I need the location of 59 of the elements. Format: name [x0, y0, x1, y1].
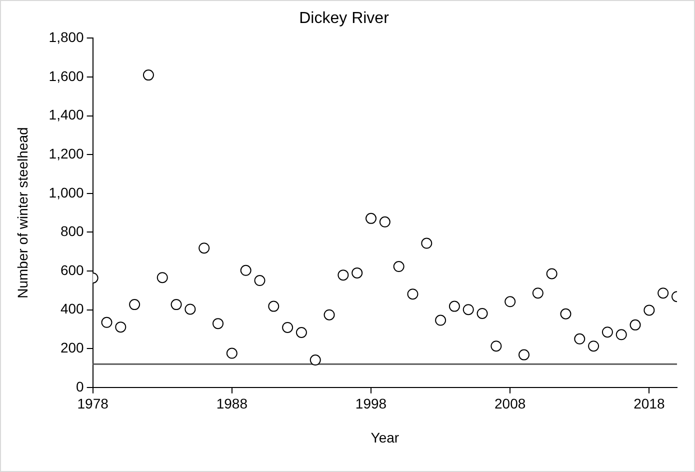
- y-tick-label: 200: [60, 339, 84, 356]
- point: [574, 333, 586, 344]
- point: [352, 267, 363, 278]
- point: [448, 300, 460, 312]
- point: [366, 212, 377, 224]
- point: [268, 300, 280, 312]
- point: [518, 349, 530, 360]
- point: [226, 348, 238, 359]
- point: [156, 272, 168, 284]
- point: [630, 319, 641, 330]
- point: [184, 304, 196, 315]
- point: [142, 70, 154, 81]
- point: [462, 304, 474, 316]
- point: [101, 316, 112, 328]
- x-tick-label: 1998: [355, 396, 387, 412]
- point: [421, 238, 432, 249]
- y-tick-label: 0: [76, 378, 84, 394]
- point: [490, 340, 502, 352]
- x-tick-label: 1988: [216, 396, 248, 412]
- point: [170, 299, 182, 310]
- point: [338, 270, 349, 281]
- point: [658, 288, 669, 299]
- point: [115, 322, 126, 333]
- y-tick-label: 1,800: [48, 29, 84, 46]
- point: [282, 322, 294, 333]
- point: [393, 261, 404, 272]
- point: [476, 308, 488, 319]
- point: [546, 268, 558, 280]
- x-tick-label: 1978: [77, 396, 109, 412]
- point: [254, 275, 266, 286]
- point: [644, 304, 655, 316]
- x-tick-label: 2018: [634, 396, 665, 412]
- point: [504, 296, 516, 308]
- point: [324, 309, 335, 320]
- y-tick-label: 800: [60, 223, 84, 240]
- point: [602, 326, 613, 338]
- point: [532, 288, 544, 299]
- point: [435, 314, 446, 326]
- point: [212, 318, 224, 330]
- y-tick-label: 400: [60, 300, 84, 317]
- point: [560, 308, 572, 320]
- point: [310, 354, 321, 366]
- y-tick-label: 1,000: [48, 184, 84, 200]
- point: [198, 242, 210, 254]
- point: [240, 264, 252, 276]
- x-tick-label: 2008: [494, 396, 526, 412]
- x-axis-title: Year: [370, 429, 400, 446]
- point: [296, 327, 307, 338]
- point: [379, 216, 390, 228]
- point: [407, 288, 418, 300]
- y-tick-label: 1,200: [48, 145, 84, 162]
- y-tick-label: 1,600: [48, 68, 84, 84]
- y-tick-label: 1,400: [48, 106, 84, 123]
- chart-title: Dickey River: [299, 10, 390, 28]
- y-tick-label: 600: [60, 262, 84, 278]
- point: [129, 299, 140, 310]
- point: [616, 329, 627, 340]
- y-axis-title: Number of winter steelhead: [14, 127, 30, 298]
- point: [588, 340, 600, 352]
